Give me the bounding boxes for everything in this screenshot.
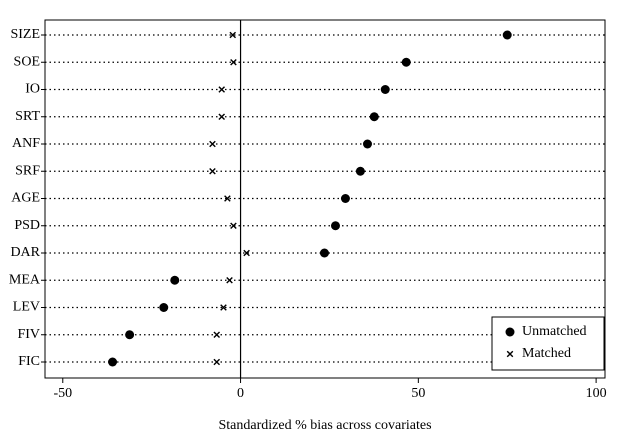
y-tick-label: AGE	[11, 191, 40, 206]
dot-marker	[108, 357, 118, 367]
dot-marker	[401, 57, 411, 67]
dot-marker	[319, 248, 329, 258]
dot-marker	[355, 166, 365, 176]
x-axis-label: Standardized % bias across covariates	[218, 418, 431, 433]
y-tick-label: FIC	[18, 354, 40, 369]
x-marker	[506, 350, 514, 358]
dot-marker	[380, 85, 390, 94]
x-marker	[220, 304, 227, 311]
x-marker	[218, 86, 226, 93]
dot-marker	[159, 303, 169, 312]
y-tick-label: SRT	[15, 109, 40, 124]
x-marker	[209, 167, 216, 175]
y-tick-label: DAR	[10, 245, 40, 260]
x-tick-label: 100	[586, 386, 607, 401]
dot-marker	[362, 139, 372, 149]
dot-marker	[502, 30, 512, 40]
x-marker	[229, 31, 237, 39]
x-marker	[230, 58, 237, 66]
dot-marker	[170, 275, 180, 285]
y-tick-label: SOE	[14, 54, 40, 69]
dot-marker	[340, 194, 350, 203]
legend-label: Unmatched	[522, 324, 587, 339]
x-marker	[213, 331, 221, 339]
y-tick-label: PSD	[14, 218, 40, 233]
x-marker	[209, 140, 216, 148]
y-tick-label: IO	[25, 82, 40, 97]
legend-box	[491, 316, 605, 371]
y-tick-label: FIV	[17, 327, 40, 342]
x-marker	[226, 276, 233, 284]
y-tick-label: SIZE	[10, 27, 40, 42]
y-tick-label: MEA	[9, 272, 41, 287]
x-marker	[243, 249, 250, 257]
x-marker	[218, 113, 226, 121]
dot-marker	[505, 327, 515, 337]
x-tick-label: 0	[237, 386, 244, 401]
y-tick-label: LEV	[13, 300, 40, 315]
y-tick-label: SRF	[15, 163, 40, 178]
x-tick-label: 50	[411, 386, 425, 401]
x-tick-label: -50	[53, 386, 72, 401]
x-marker	[224, 195, 231, 202]
legend-label: Matched	[522, 346, 571, 361]
x-marker	[230, 222, 237, 230]
x-marker	[213, 358, 221, 366]
y-tick-label: ANF	[12, 136, 40, 151]
dot-marker	[330, 221, 340, 231]
dot-marker	[125, 330, 135, 340]
dot-marker	[369, 112, 379, 122]
